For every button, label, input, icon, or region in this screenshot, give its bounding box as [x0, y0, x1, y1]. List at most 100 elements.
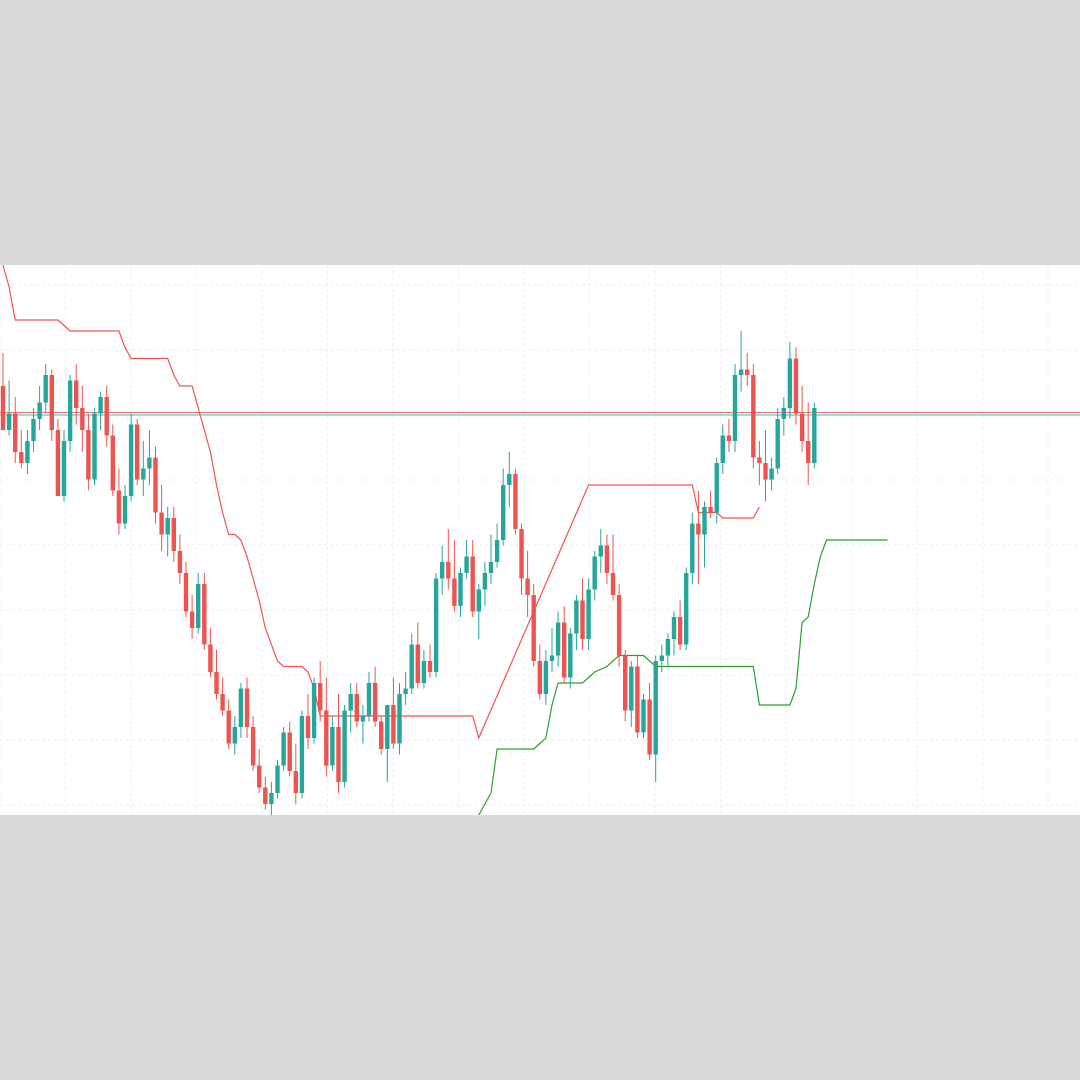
- candle: [574, 595, 579, 650]
- candle-body: [372, 683, 378, 722]
- candle: [629, 661, 634, 727]
- candle: [745, 353, 750, 386]
- candle-body: [659, 655, 664, 661]
- candle: [720, 424, 725, 474]
- candle-body: [501, 485, 506, 540]
- candle-body: [604, 545, 610, 573]
- candle: [501, 468, 506, 546]
- candle: [360, 705, 366, 744]
- candle-body: [507, 474, 512, 485]
- candle-body: [610, 573, 616, 595]
- candle: [592, 551, 597, 601]
- candle: [122, 485, 128, 529]
- candle: [653, 655, 658, 782]
- candle: [281, 727, 286, 771]
- candle: [677, 600, 683, 650]
- candle-body: [330, 727, 335, 766]
- candle: [751, 364, 756, 469]
- candle: [238, 683, 244, 738]
- candle-body: [43, 375, 48, 403]
- candle: [37, 386, 42, 430]
- candle-body: [787, 358, 793, 408]
- candle: [104, 386, 109, 447]
- candle: [379, 716, 384, 755]
- candle: [159, 485, 164, 551]
- candle-body: [13, 413, 18, 452]
- candle: [433, 573, 439, 678]
- candle-body: [494, 540, 500, 562]
- candle-body: [446, 562, 451, 579]
- candle-body: [257, 765, 262, 788]
- candle-body: [86, 430, 91, 480]
- candle-body: [6, 413, 12, 430]
- candle: [25, 430, 30, 474]
- candle: [177, 534, 183, 584]
- candle-body: [482, 573, 488, 590]
- candle: [232, 716, 237, 755]
- candle: [806, 402, 811, 485]
- candle-body: [592, 556, 597, 590]
- candle: [623, 650, 628, 722]
- candle: [537, 644, 542, 700]
- candle-body: [348, 694, 353, 711]
- candle-body: [189, 611, 195, 628]
- candle: [488, 534, 494, 584]
- candle-body: [299, 716, 305, 793]
- candle-body: [623, 655, 628, 711]
- candle-body: [726, 435, 732, 441]
- candle-body: [580, 600, 585, 639]
- candle-body: [122, 496, 128, 524]
- candle: [482, 562, 488, 606]
- candle: [208, 628, 213, 678]
- candle: [671, 611, 677, 656]
- candle: [0, 353, 6, 430]
- candle-body: [714, 463, 719, 513]
- candle-body: [738, 369, 744, 375]
- candle-body: [586, 589, 591, 639]
- candle: [403, 672, 408, 705]
- candle-body: [354, 694, 359, 722]
- candle-body: [214, 672, 219, 694]
- candle: [366, 672, 372, 722]
- candle: [738, 331, 744, 392]
- candle: [775, 408, 780, 474]
- candle: [342, 705, 347, 788]
- candle-body: [769, 468, 774, 480]
- candle: [440, 545, 445, 595]
- candle: [732, 364, 738, 452]
- candle-body: [80, 408, 85, 430]
- candle: [171, 507, 176, 562]
- candle: [305, 694, 311, 749]
- candle: [598, 529, 603, 573]
- candle-body: [116, 490, 122, 524]
- candle-body: [263, 787, 268, 804]
- candle-body: [641, 699, 646, 733]
- candle-body: [275, 765, 280, 793]
- candle: [336, 694, 341, 793]
- candle: [494, 523, 500, 568]
- candle: [92, 408, 97, 485]
- candle-body: [537, 661, 542, 694]
- candle: [549, 628, 555, 672]
- candle: [275, 760, 280, 799]
- candle-body: [629, 666, 634, 711]
- candle-body: [342, 710, 347, 782]
- candle-body: [549, 655, 555, 661]
- candle-body: [574, 600, 579, 634]
- candle: [372, 666, 378, 727]
- candle-body: [464, 556, 469, 573]
- candle: [214, 650, 219, 700]
- candle-body: [196, 584, 201, 628]
- trailing-stop-lines: [2, 265, 888, 815]
- candle-body: [653, 661, 658, 755]
- candle: [397, 683, 402, 755]
- candle-body: [531, 595, 536, 661]
- candle: [421, 650, 427, 689]
- candle-body: [598, 545, 603, 557]
- candle: [427, 644, 433, 678]
- candle: [189, 595, 195, 639]
- candle: [555, 611, 561, 667]
- candle-body: [513, 474, 518, 529]
- candle-body: [31, 419, 36, 441]
- candle: [263, 776, 268, 810]
